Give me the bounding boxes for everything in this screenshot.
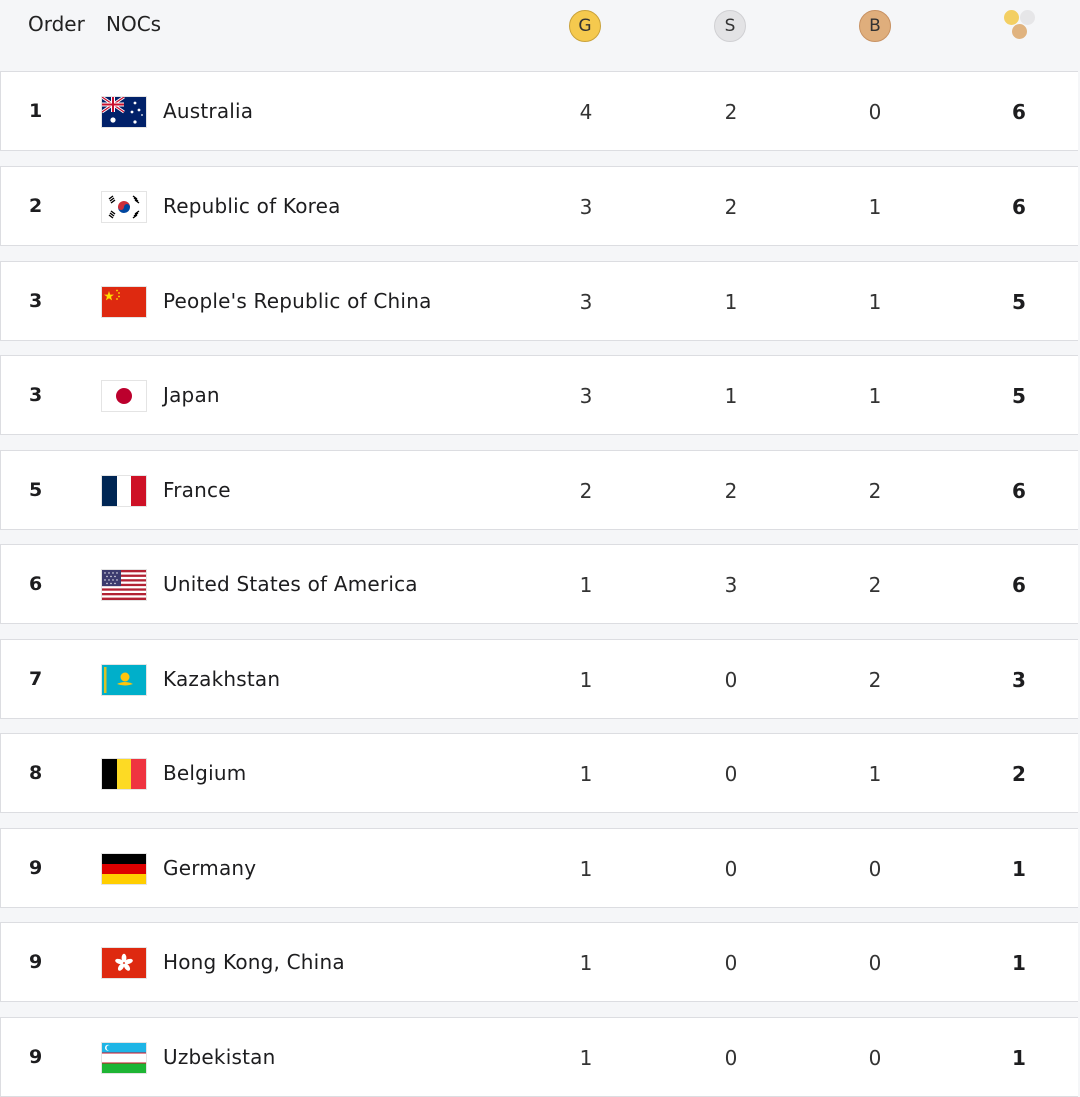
silver-count: 1 (724, 384, 738, 408)
usa-flag-icon (102, 570, 146, 600)
total-count: 1 (1012, 1046, 1026, 1070)
silver-count: 1 (724, 290, 738, 314)
country-name[interactable]: People's Republic of China (163, 289, 432, 313)
silver-count: 3 (724, 573, 738, 597)
table-header: Order NOCs G S B (0, 0, 1080, 70)
table-row[interactable]: 9 Germany 1 0 0 1 (0, 828, 1078, 908)
total-count: 6 (1012, 479, 1026, 503)
bronze-count: 1 (868, 762, 882, 786)
gold-count: 1 (579, 668, 593, 692)
bronze-column-header[interactable]: B (859, 10, 891, 42)
silver-count: 0 (724, 762, 738, 786)
table-row[interactable]: 9 Uzbekistan 1 0 0 1 (0, 1017, 1078, 1097)
bronze-count: 0 (868, 951, 882, 975)
silver-count: 2 (724, 195, 738, 219)
rank-cell: 7 (29, 668, 43, 690)
country-name[interactable]: United States of America (163, 572, 418, 596)
gold-count: 3 (579, 195, 593, 219)
table-row[interactable]: 3 People's Republic of China 3 1 1 5 (0, 261, 1078, 341)
country-name[interactable]: France (163, 478, 231, 502)
silver-count: 0 (724, 668, 738, 692)
gold-count: 1 (579, 857, 593, 881)
total-count: 5 (1012, 290, 1026, 314)
gold-count: 1 (579, 1046, 593, 1070)
gold-count: 1 (579, 762, 593, 786)
country-name[interactable]: Japan (163, 383, 220, 407)
uzbekistan-flag-icon (102, 1043, 146, 1073)
total-count: 1 (1012, 857, 1026, 881)
total-count: 2 (1012, 762, 1026, 786)
gold-count: 3 (579, 290, 593, 314)
country-name[interactable]: Uzbekistan (163, 1045, 276, 1069)
country-name[interactable]: Australia (163, 99, 254, 123)
rank-cell: 3 (29, 290, 43, 312)
japan-flag-icon (102, 381, 146, 411)
table-row[interactable]: 8 Belgium 1 0 1 2 (0, 733, 1078, 813)
bronze-count: 1 (868, 290, 882, 314)
china-flag-icon (102, 287, 146, 317)
bronze-count: 0 (868, 857, 882, 881)
gold-count: 3 (579, 384, 593, 408)
silver-count: 2 (724, 479, 738, 503)
rank-cell: 9 (29, 1046, 43, 1068)
korea-flag-icon (102, 192, 146, 222)
bronze-count: 2 (868, 573, 882, 597)
table-row[interactable]: 2 Republic of Korea 3 2 1 6 (0, 166, 1078, 246)
silver-count: 2 (724, 100, 738, 124)
table-row[interactable]: 6 United States of America 1 3 (0, 544, 1078, 624)
silver-column-header[interactable]: S (714, 10, 746, 42)
bronze-count: 1 (868, 195, 882, 219)
country-name[interactable]: Republic of Korea (163, 194, 341, 218)
table-row[interactable]: 5 France 2 2 2 6 (0, 450, 1078, 530)
bronze-count: 1 (868, 384, 882, 408)
medals-total-icon[interactable] (1002, 8, 1038, 44)
silver-count: 0 (724, 857, 738, 881)
silver-count: 0 (724, 1046, 738, 1070)
gold-count: 2 (579, 479, 593, 503)
gold-count: 1 (579, 951, 593, 975)
total-count: 1 (1012, 951, 1026, 975)
gold-column-header[interactable]: G (569, 10, 601, 42)
silver-count: 0 (724, 951, 738, 975)
table-row[interactable]: 9 Hong Kong, China 1 0 0 1 (0, 922, 1078, 1002)
bronze-count: 2 (868, 479, 882, 503)
table-row[interactable]: 3 Japan 3 1 1 5 (0, 355, 1078, 435)
kazakhstan-flag-icon (102, 665, 146, 695)
rank-cell: 3 (29, 384, 43, 406)
country-name[interactable]: Hong Kong, China (163, 950, 345, 974)
rank-cell: 9 (29, 951, 43, 973)
germany-flag-icon (102, 854, 146, 884)
order-column-header[interactable]: Order (28, 12, 85, 36)
rank-cell: 2 (29, 195, 43, 217)
bronze-count: 0 (868, 100, 882, 124)
total-count: 6 (1012, 573, 1026, 597)
rank-cell: 5 (29, 479, 43, 501)
bronze-count: 2 (868, 668, 882, 692)
country-name[interactable]: Belgium (163, 761, 247, 785)
total-count: 6 (1012, 195, 1026, 219)
gold-count: 4 (579, 100, 593, 124)
gold-count: 1 (579, 573, 593, 597)
rank-cell: 9 (29, 857, 43, 879)
country-name[interactable]: Kazakhstan (163, 667, 281, 691)
belgium-flag-icon (102, 759, 146, 789)
bronze-count: 0 (868, 1046, 882, 1070)
table-row[interactable]: 1 Australia 4 2 0 6 (0, 71, 1078, 151)
france-flag-icon (102, 476, 146, 506)
rank-cell: 8 (29, 762, 43, 784)
total-count: 3 (1012, 668, 1026, 692)
total-count: 6 (1012, 100, 1026, 124)
total-count: 5 (1012, 384, 1026, 408)
rank-cell: 1 (29, 100, 43, 122)
australia-flag-icon (102, 97, 146, 127)
rank-cell: 6 (29, 573, 43, 595)
table-row[interactable]: 7 Kazakhstan 1 0 2 3 (0, 639, 1078, 719)
country-name[interactable]: Germany (163, 856, 257, 880)
nocs-column-header[interactable]: NOCs (106, 12, 162, 36)
hong-kong-flag-icon (102, 948, 146, 978)
